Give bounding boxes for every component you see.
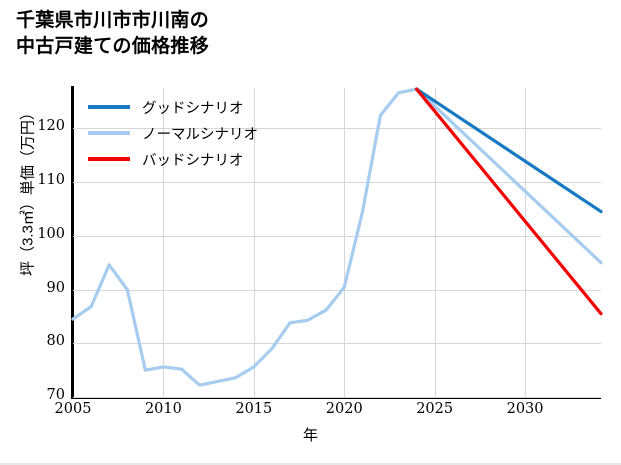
y-axis-label: 坪（3.3㎡）単価（万円） bbox=[19, 105, 37, 276]
x-tick-label: 2005 bbox=[54, 401, 92, 417]
gridline-horizontal bbox=[73, 128, 601, 130]
line-series bbox=[414, 87, 603, 316]
legend-swatch-icon bbox=[88, 105, 130, 109]
legend-item-label: グッドシナリオ bbox=[142, 100, 244, 117]
x-tick-label: 2025 bbox=[416, 401, 454, 417]
y-tick-label: 70 bbox=[46, 387, 65, 403]
y-tick-label: 90 bbox=[46, 279, 65, 296]
x-tick-label: 2010 bbox=[144, 401, 182, 417]
chart-lines bbox=[71, 87, 603, 387]
chart-legend: グッドシナリオ ノーマルシナリオ バッドシナリオ bbox=[88, 94, 258, 172]
gridline-vertical bbox=[344, 88, 346, 397]
gridline-horizontal bbox=[73, 289, 601, 291]
legend-swatch-icon bbox=[88, 131, 130, 135]
legend-item[interactable]: ノーマルシナリオ bbox=[88, 120, 258, 146]
y-axis-spine bbox=[71, 86, 74, 399]
x-axis-label: 年 bbox=[302, 427, 318, 444]
y-tick-label: 80 bbox=[46, 333, 65, 350]
x-tick-label: 2015 bbox=[235, 401, 273, 417]
gridline-vertical bbox=[253, 88, 255, 397]
line-series bbox=[414, 87, 603, 214]
gridline-horizontal bbox=[73, 343, 601, 345]
legend-item[interactable]: グッドシナリオ bbox=[88, 94, 258, 120]
legend-item-label: バッドシナリオ bbox=[142, 152, 244, 169]
x-tick-label: 2030 bbox=[506, 401, 544, 417]
x-tick-label: 2020 bbox=[325, 401, 363, 417]
gridline-vertical bbox=[163, 88, 165, 397]
chart-title: 千葉県市川市市川南の 中古戸建ての価格推移 bbox=[16, 10, 210, 57]
gridline-horizontal bbox=[73, 182, 601, 184]
gridline-vertical bbox=[434, 88, 436, 397]
legend-item[interactable]: バッドシナリオ bbox=[88, 146, 258, 172]
gridline-horizontal bbox=[73, 235, 601, 237]
legend-item-label: ノーマルシナリオ bbox=[142, 126, 258, 143]
y-tick-label: 110 bbox=[37, 172, 65, 189]
y-tick-label: 120 bbox=[37, 118, 65, 135]
line-series bbox=[71, 87, 603, 387]
gridline-vertical bbox=[525, 88, 527, 397]
legend-swatch-icon bbox=[88, 157, 130, 161]
gridline-horizontal bbox=[73, 397, 601, 398]
y-tick-label: 100 bbox=[37, 225, 65, 242]
plot-area bbox=[71, 87, 603, 398]
